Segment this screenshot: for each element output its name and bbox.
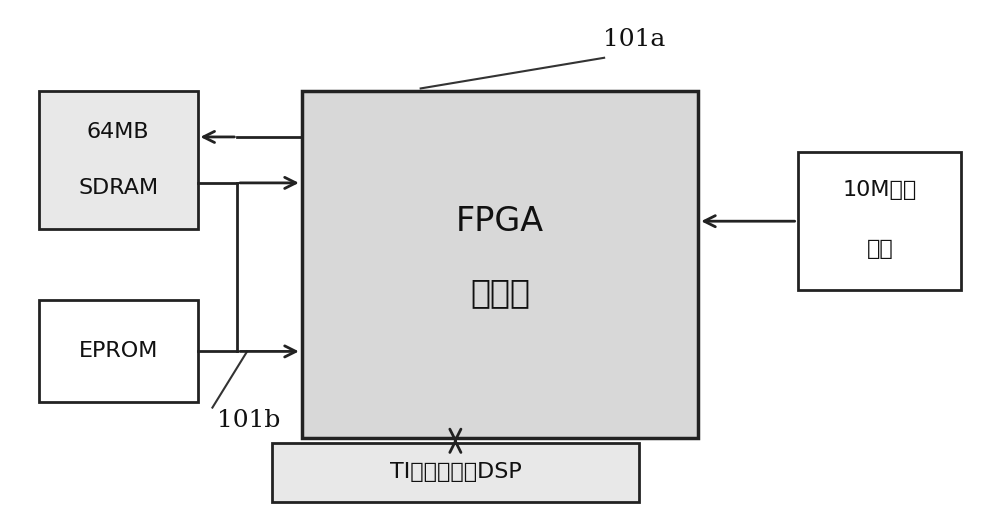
Text: EPROM: EPROM xyxy=(79,342,158,361)
Bar xyxy=(798,152,961,290)
Bar xyxy=(272,443,639,502)
Text: TI高速处理器DSP: TI高速处理器DSP xyxy=(390,462,521,483)
Text: SDRAM: SDRAM xyxy=(78,178,158,198)
Text: 101b: 101b xyxy=(217,409,281,432)
Bar xyxy=(39,301,198,403)
Text: FPGA: FPGA xyxy=(456,204,544,238)
Text: 10M恒温: 10M恒温 xyxy=(843,180,917,200)
Bar xyxy=(39,91,198,229)
Text: 晶振: 晶振 xyxy=(866,239,893,260)
Bar xyxy=(302,91,698,438)
Text: 101a: 101a xyxy=(603,29,665,51)
Text: 处理器: 处理器 xyxy=(470,276,530,309)
Text: 64MB: 64MB xyxy=(87,122,150,142)
